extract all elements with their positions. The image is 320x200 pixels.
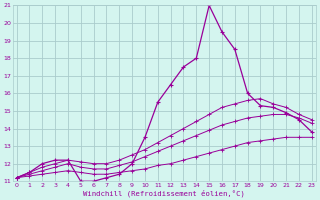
- X-axis label: Windchill (Refroidissement éolien,°C): Windchill (Refroidissement éolien,°C): [83, 189, 245, 197]
